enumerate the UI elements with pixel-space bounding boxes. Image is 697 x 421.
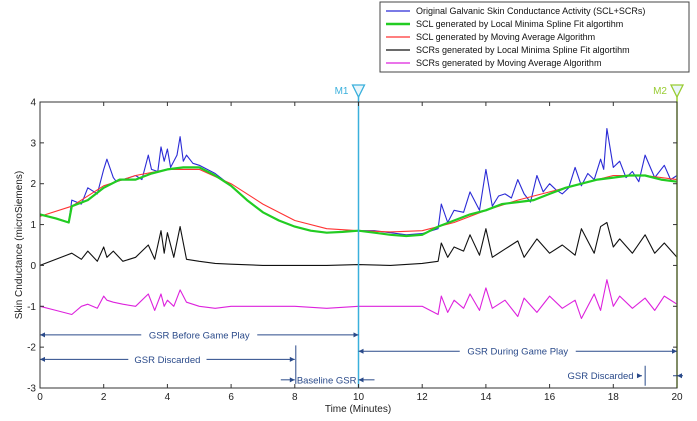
annotation-0: GSR Before Game Play bbox=[40, 328, 359, 341]
arrow-head bbox=[353, 332, 359, 338]
x-axis-label: Time (Minutes) bbox=[325, 404, 391, 415]
series-line-0 bbox=[39, 128, 678, 236]
series-line-4 bbox=[39, 279, 678, 320]
y-tick-label: -1 bbox=[27, 302, 36, 313]
arrow-head bbox=[289, 356, 295, 362]
y-tick-label: 4 bbox=[30, 98, 36, 109]
series-line-3 bbox=[39, 221, 678, 266]
y-axis-label: Skin Cnductance (microSiemens) bbox=[14, 171, 25, 319]
marker-triangle-m2 bbox=[669, 84, 685, 99]
annotation-text-0: GSR Before Game Play bbox=[149, 330, 250, 341]
series-layer bbox=[39, 128, 678, 320]
arrow-head bbox=[677, 373, 682, 379]
annotation-text-1: GSR Discarded bbox=[134, 355, 200, 366]
x-tick-label: 14 bbox=[480, 392, 492, 403]
annotation-1: GSR Discarded bbox=[40, 345, 297, 384]
arrow-head bbox=[636, 373, 642, 379]
x-tick-label: 20 bbox=[671, 392, 683, 403]
y-tick-label: -2 bbox=[27, 343, 36, 354]
legend-entry-3: SCRs generated by Local Minima Spline Fi… bbox=[416, 45, 630, 55]
arrow-head bbox=[358, 377, 364, 383]
series-line-1 bbox=[39, 166, 678, 238]
x-tick-label: 8 bbox=[292, 392, 298, 403]
annotation-text-3: GSR During Game Play bbox=[467, 347, 568, 358]
x-tick-label: 0 bbox=[37, 392, 43, 403]
annotation-text-4: GSR Discarded bbox=[568, 371, 634, 382]
legend: Original Galvanic Skin Conductance Activ… bbox=[379, 1, 690, 73]
annotation-layer: GSR Before Game Play GSR Discarded Baselin… bbox=[40, 328, 683, 386]
legend-entry-4: SCRs generated by Moving Average Algorit… bbox=[416, 58, 601, 68]
arrow-head bbox=[672, 348, 677, 354]
annotation-3: GSR During Game Play bbox=[358, 345, 677, 358]
legend-entry-0: Original Galvanic Skin Conductance Activ… bbox=[416, 6, 645, 16]
x-tick-label: 18 bbox=[608, 392, 620, 403]
legend-box bbox=[379, 1, 690, 73]
legend-entry-2: SCL generated by Moving Average Algorith… bbox=[416, 32, 595, 42]
y-tick-label: 1 bbox=[30, 220, 36, 231]
x-tick-label: 2 bbox=[101, 392, 107, 403]
arrow-head bbox=[40, 356, 45, 362]
x-tick-label: 16 bbox=[544, 392, 556, 403]
y-tick-label: 2 bbox=[30, 179, 36, 190]
annotation-bg bbox=[128, 353, 207, 366]
x-tick-label: 10 bbox=[353, 392, 365, 403]
legend-entry-1: SCL generated by Local Minima Spline Fit… bbox=[416, 19, 623, 29]
y-tick-label: -3 bbox=[27, 384, 36, 395]
annotation-bg bbox=[459, 345, 576, 358]
x-tick-label: 4 bbox=[165, 392, 171, 403]
y-tick-label: 0 bbox=[30, 261, 36, 272]
annotation-bg bbox=[141, 328, 258, 341]
marker-label-m2: M2 bbox=[653, 86, 667, 97]
x-tick-label: 12 bbox=[417, 392, 429, 403]
arrow-head bbox=[40, 332, 45, 338]
arrow-head bbox=[289, 377, 295, 383]
annotation-text-2: Baseline GSR bbox=[297, 375, 357, 386]
arrow-head bbox=[358, 348, 364, 354]
y-tick-label: 3 bbox=[30, 138, 36, 149]
marker-triangle-m1 bbox=[351, 84, 366, 99]
x-tick-label: 6 bbox=[228, 392, 234, 403]
marker-label-m1: M1 bbox=[335, 86, 349, 97]
